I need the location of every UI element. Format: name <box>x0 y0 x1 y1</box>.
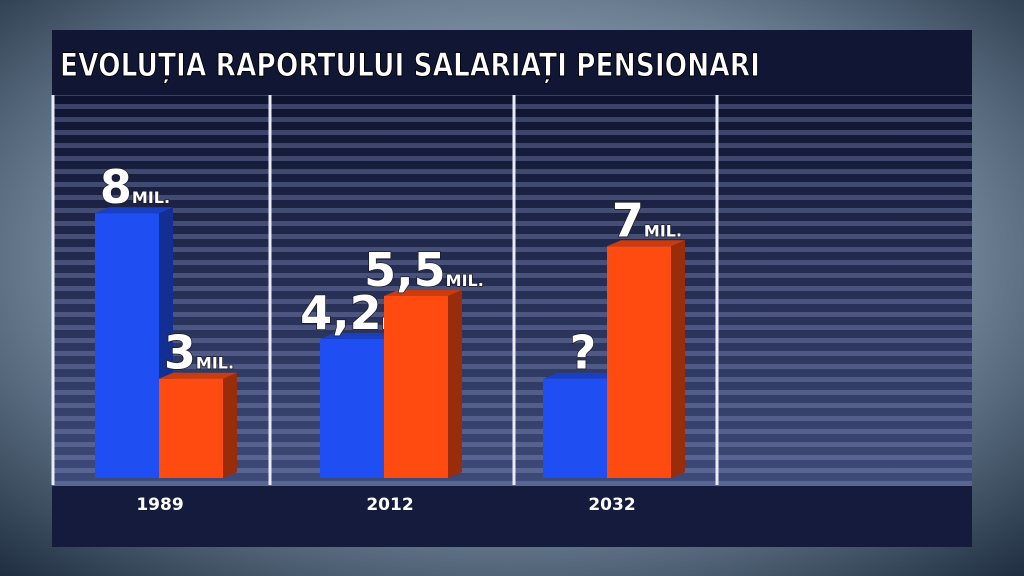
dividers <box>51 95 719 485</box>
value-unit: MIL. <box>196 354 234 373</box>
value-unit: MIL. <box>644 221 682 240</box>
bar-top <box>320 332 398 339</box>
bar <box>320 338 384 478</box>
value-label: 7MIL. <box>612 193 682 247</box>
value-unit: MIL. <box>132 188 170 207</box>
x-tick-label: 2012 <box>366 495 413 515</box>
bar-top <box>159 372 237 379</box>
value-number: 4,2 <box>300 286 382 340</box>
value-number: 5,5 <box>364 243 446 297</box>
bar-top <box>543 372 621 379</box>
chart-title: EVOLUȚIA RAPORTULUI SALARIAȚI PENSIONARI <box>60 46 760 84</box>
bar <box>159 378 223 478</box>
bar-top <box>384 289 462 296</box>
bar <box>95 213 159 478</box>
bar-side <box>223 372 237 478</box>
value-number: 8 <box>100 160 132 214</box>
value-number: ? <box>570 326 597 380</box>
bar <box>543 378 607 478</box>
bar-side <box>671 240 685 478</box>
bar-top <box>607 240 685 247</box>
value-label: ? <box>570 326 597 380</box>
value-number: 7 <box>612 193 644 247</box>
bar-top <box>95 207 173 214</box>
bar-side <box>448 289 462 478</box>
value-unit: MIL. <box>446 271 484 290</box>
category-band <box>52 485 972 547</box>
value-number: 3 <box>164 326 196 380</box>
x-tick-label: 2032 <box>588 495 635 515</box>
value-label: 3MIL. <box>164 326 234 380</box>
x-tick-label: 1989 <box>136 495 183 515</box>
bar <box>384 295 448 478</box>
bar <box>607 246 671 478</box>
value-label: 8MIL. <box>100 160 170 214</box>
value-label: 5,5MIL. <box>364 243 484 297</box>
